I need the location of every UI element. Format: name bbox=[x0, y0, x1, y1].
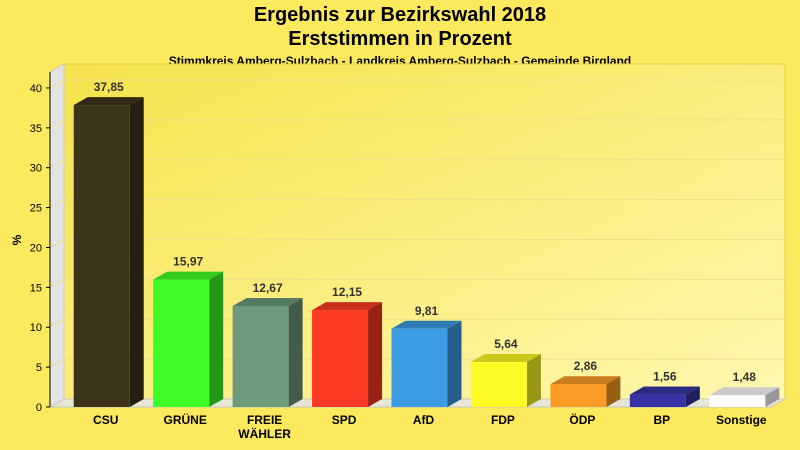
y-tick-label: 35 bbox=[30, 123, 42, 135]
bar-side bbox=[288, 297, 303, 407]
bar bbox=[153, 279, 210, 407]
bar-side bbox=[129, 97, 144, 407]
data-label: 1,48 bbox=[733, 370, 757, 384]
bar bbox=[470, 362, 527, 407]
gridline bbox=[49, 159, 785, 169]
bar bbox=[312, 310, 369, 407]
bar-side bbox=[209, 271, 224, 407]
bar-top bbox=[232, 297, 303, 306]
gridline bbox=[49, 199, 785, 209]
bar-side bbox=[606, 376, 621, 407]
chart-title: Ergebnis zur Bezirkswahl 2018 bbox=[253, 4, 547, 26]
x-tick-label: CSU bbox=[93, 413, 118, 427]
gridline bbox=[49, 318, 785, 328]
data-label: 9,81 bbox=[415, 304, 439, 318]
plot-side-wall bbox=[49, 63, 65, 408]
bar-side bbox=[765, 387, 780, 407]
x-tick-label: AfD bbox=[413, 413, 435, 427]
y-tick-label: 40 bbox=[30, 83, 42, 95]
gridline bbox=[49, 358, 785, 368]
bar bbox=[391, 328, 448, 407]
y-tick-label: 0 bbox=[36, 402, 42, 414]
y-axis-label: % bbox=[10, 234, 24, 245]
y-tick-label: 15 bbox=[30, 282, 42, 294]
x-tick-label: ÖDP bbox=[569, 412, 595, 427]
x-tick-label: WÄHLER bbox=[238, 426, 291, 441]
data-label: 15,97 bbox=[173, 255, 203, 269]
x-tick-label: Sonstige bbox=[716, 413, 767, 427]
y-tick-label: 25 bbox=[30, 203, 42, 215]
bar-side bbox=[447, 320, 462, 407]
x-tick-label: FREIE bbox=[247, 413, 282, 427]
x-tick-label: SPD bbox=[332, 413, 357, 427]
data-label: 5,64 bbox=[494, 337, 518, 351]
bar-top bbox=[709, 387, 780, 396]
bar-top bbox=[629, 386, 700, 395]
bar-top bbox=[391, 320, 462, 329]
x-tick-label: GRÜNE bbox=[163, 412, 206, 427]
data-label: 12,67 bbox=[253, 281, 283, 295]
bar bbox=[709, 395, 766, 407]
gridline bbox=[49, 119, 785, 129]
bar-top bbox=[312, 302, 383, 311]
bar-side bbox=[685, 386, 700, 407]
gridline bbox=[49, 238, 785, 248]
bar bbox=[232, 305, 289, 407]
chart-subtitle: Erststimmen in Prozent bbox=[288, 28, 512, 50]
bar-side bbox=[368, 302, 383, 407]
gridline bbox=[49, 79, 785, 89]
bar bbox=[550, 384, 607, 407]
y-tick-label: 30 bbox=[30, 163, 42, 175]
bar-side bbox=[526, 354, 541, 407]
x-tick-label: BP bbox=[653, 413, 670, 427]
data-label: 1,56 bbox=[653, 370, 677, 384]
y-tick-label: 5 bbox=[36, 362, 42, 374]
bar bbox=[629, 394, 686, 407]
x-tick-label: FDP bbox=[491, 413, 515, 427]
data-label: 37,85 bbox=[94, 80, 124, 94]
bar-top bbox=[153, 271, 224, 280]
y-tick-label: 20 bbox=[30, 242, 42, 254]
bar-top bbox=[73, 97, 144, 106]
data-label: 12,15 bbox=[332, 285, 362, 299]
gridline bbox=[49, 278, 785, 288]
bar bbox=[73, 105, 130, 407]
bar-top bbox=[550, 376, 621, 385]
bar-top bbox=[470, 354, 541, 363]
data-label: 2,86 bbox=[574, 359, 598, 373]
y-tick-label: 10 bbox=[30, 322, 42, 334]
